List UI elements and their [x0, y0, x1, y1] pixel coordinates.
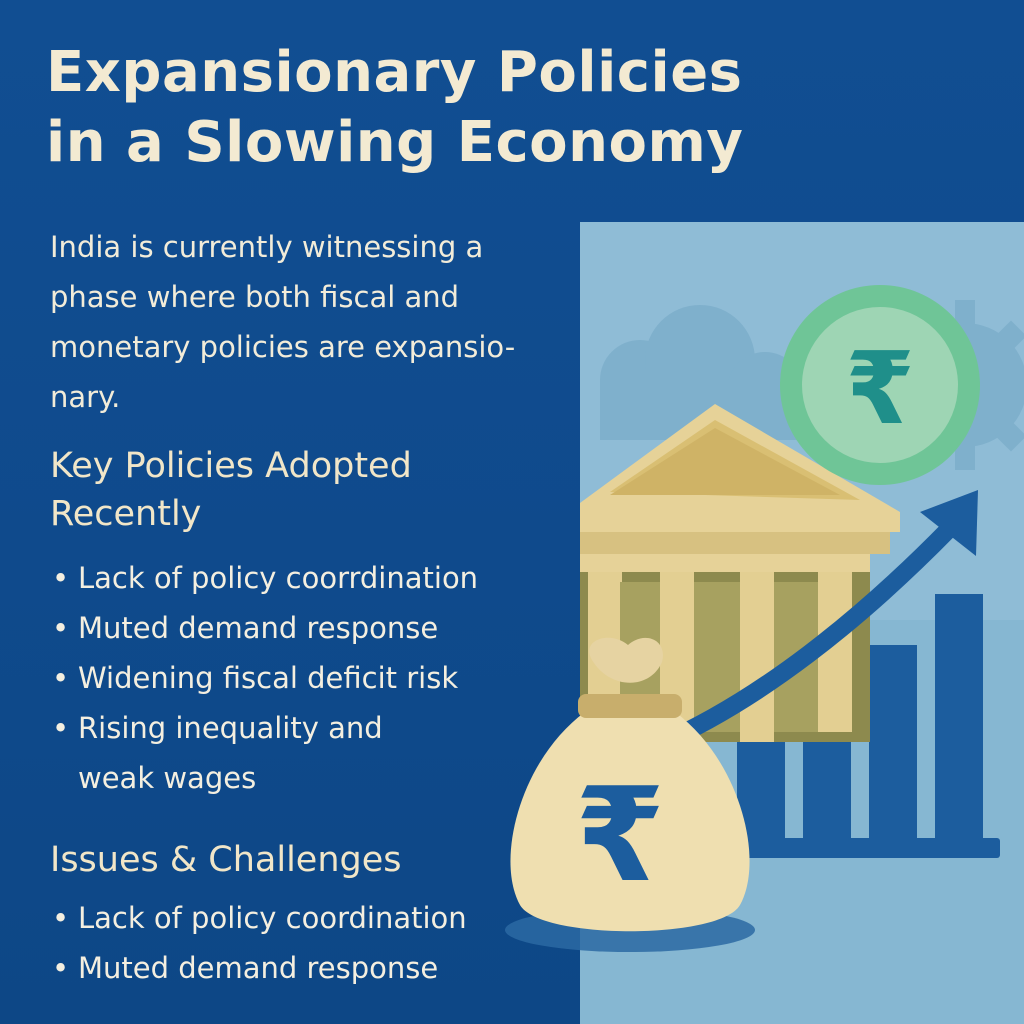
issues-heading: Issues & Challenges: [50, 840, 402, 880]
page-title: Expansionary Policies in a Slowing Econo…: [46, 38, 806, 178]
list-item: Muted demand response: [50, 943, 530, 993]
key-policies-list: Lack of policy coorrdination Muted deman…: [50, 553, 520, 803]
chart-bar: [935, 594, 983, 845]
key-policies-heading: Key Policies Adopted Recently: [50, 446, 412, 534]
bar-chart-icon: [730, 594, 1000, 858]
list-item: Muted demand response: [50, 603, 520, 653]
money-bag-icon: ₹: [505, 637, 755, 952]
bank-building-icon: [580, 404, 900, 742]
title-line-2: in a Slowing Economy: [46, 110, 744, 175]
intro-paragraph: India is currently witnessing a phase wh…: [50, 230, 516, 414]
coin-symbol: ₹: [845, 330, 915, 447]
list-item: Widening fiscal deficit risk: [50, 653, 520, 703]
list-item: Lack of policy coordination: [50, 893, 530, 943]
list-item: Rising inequality and weak wages: [50, 703, 438, 803]
rupee-coin-icon: ₹: [780, 285, 980, 485]
chart-bar: [869, 645, 917, 845]
list-item: Lack of policy coorrdination: [50, 553, 520, 603]
upward-arrow-icon: [651, 490, 978, 753]
chart-baseline: [730, 838, 1000, 858]
issues-list: Lack of policy coordination Muted demand…: [50, 893, 530, 993]
bag-symbol: ₹: [575, 759, 665, 911]
title-line-1: Expansionary Policies: [46, 40, 743, 105]
